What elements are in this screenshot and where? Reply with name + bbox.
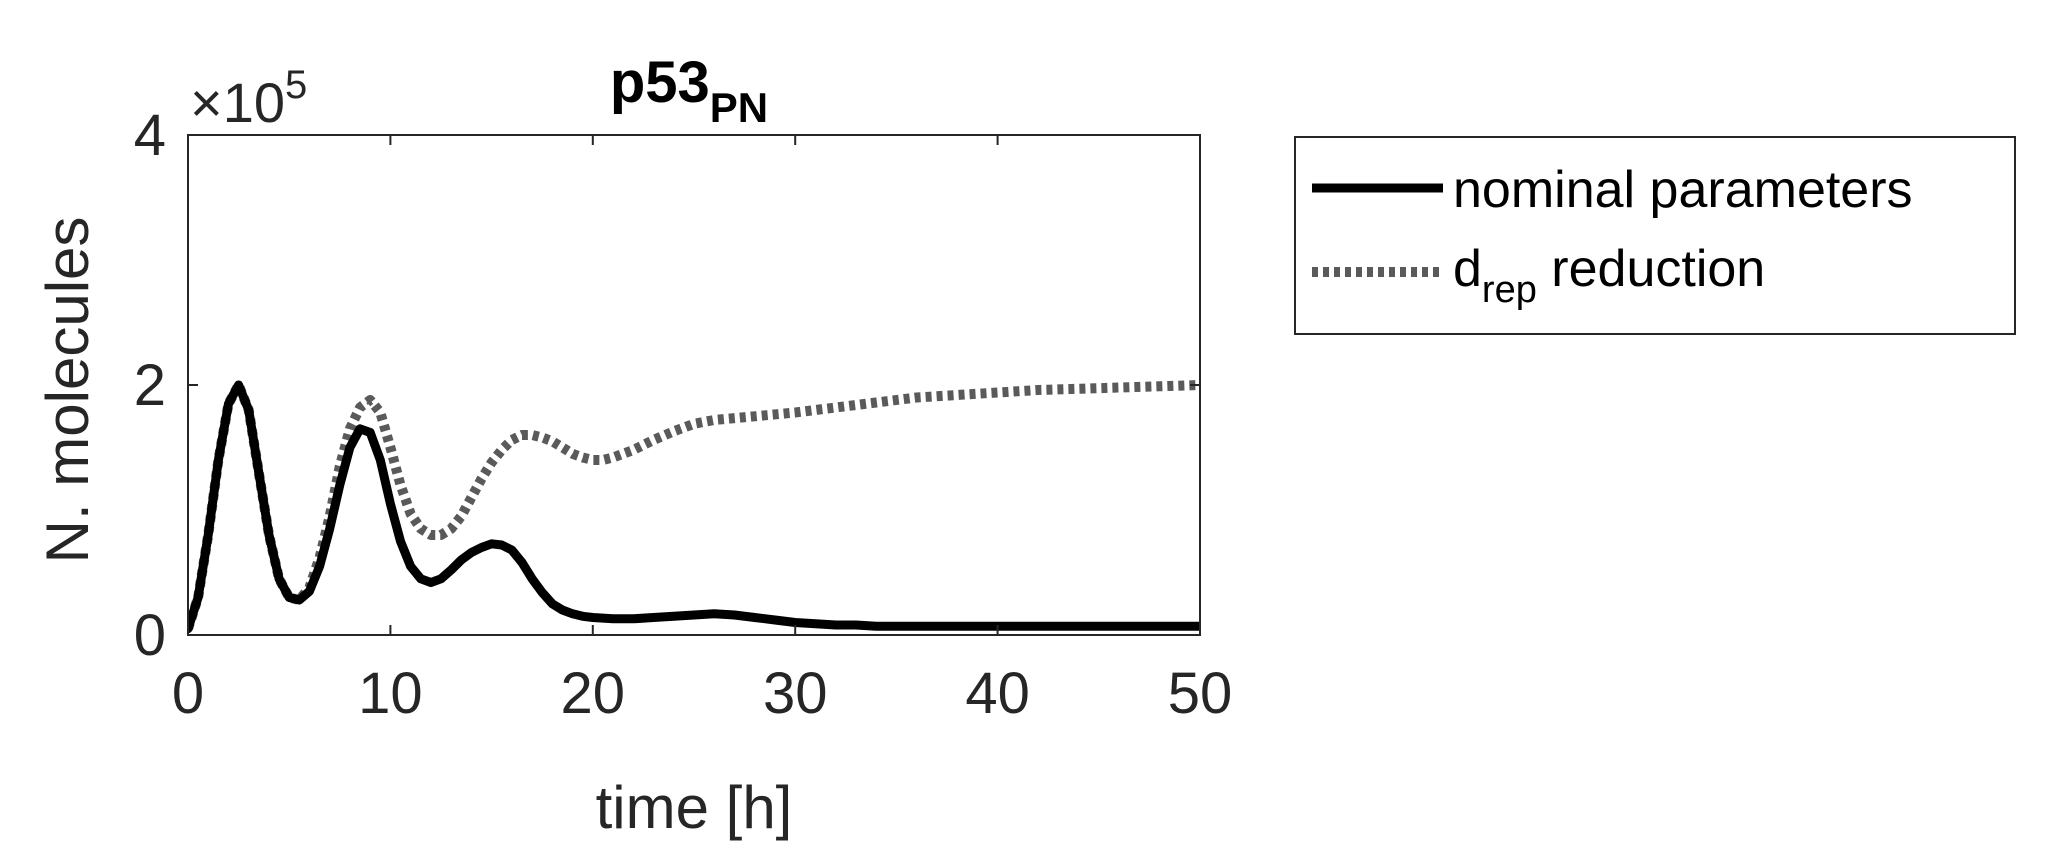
x-tick-label: 20 (561, 661, 626, 726)
x-tick-label: 40 (965, 661, 1030, 726)
legend-label-drep-subscript: rep (1482, 269, 1537, 311)
y-tick-label: 4 (134, 103, 166, 168)
series-line-1 (188, 380, 1200, 631)
chart-title-main: p53 (610, 50, 710, 115)
ticks-layer: 0 10 20 30 40 50 0 2 4 (134, 103, 1233, 726)
legend-label-nominal-parameters: nominal parameters (1453, 161, 1913, 219)
y-axis-exponent-power: 5 (285, 63, 307, 107)
legend-label-drep-reduction: drep reduction (1453, 240, 1765, 311)
y-axis-label: N. molecules (34, 217, 101, 564)
x-tick-label: 30 (763, 661, 828, 726)
chart-title-subscript: PN (710, 84, 768, 131)
series-layer (188, 380, 1200, 634)
y-tick-label: 2 (134, 353, 166, 418)
x-tick-label: 50 (1168, 661, 1233, 726)
chart-title: p53PN (610, 50, 768, 131)
y-axis-exponent-base: ×10 (190, 71, 285, 134)
y-axis-exponent: ×105 (190, 63, 307, 134)
x-tick-label: 10 (358, 661, 423, 726)
legend: nominal parameters drep reduction (1294, 136, 2016, 335)
legend-box (1294, 136, 2016, 335)
series-line-0 (188, 380, 1200, 634)
x-tick-label: 0 (172, 661, 204, 726)
x-axis-label: time [h] (596, 774, 793, 841)
legend-label-drep-main: d (1453, 240, 1482, 298)
y-tick-label: 0 (134, 603, 166, 668)
legend-label-drep-suffix: reduction (1537, 240, 1765, 298)
